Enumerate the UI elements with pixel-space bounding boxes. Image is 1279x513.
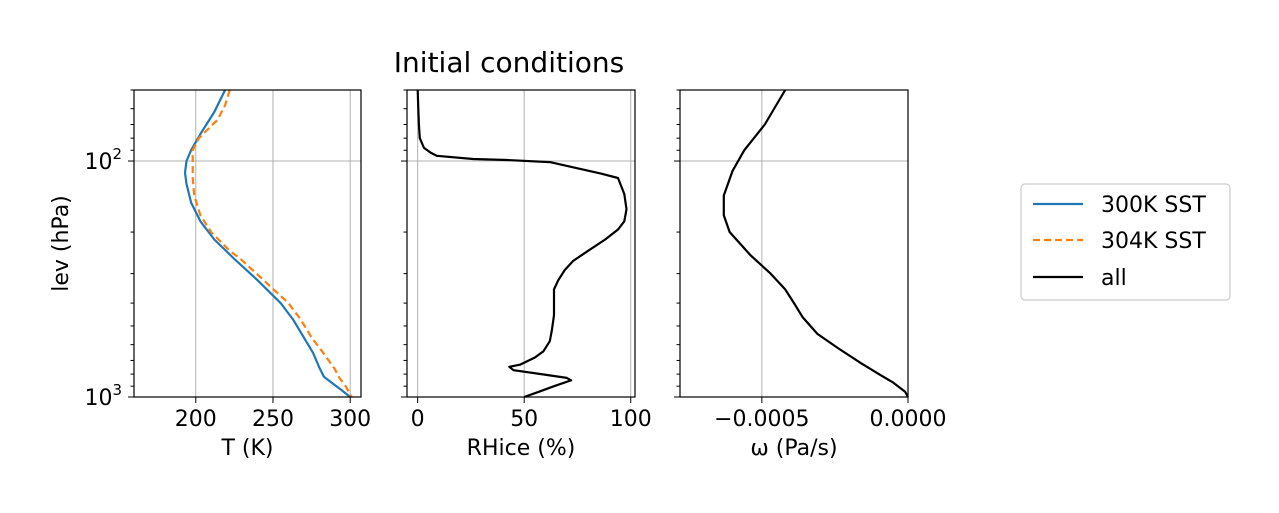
y-tick-label-base: 10: [84, 386, 112, 411]
y-tick-label: 102: [84, 145, 122, 175]
x-tick-label: 250: [252, 407, 294, 432]
legend-entry: all: [1033, 266, 1127, 291]
panel-omega: −0.0005 0.0000 ω (Pa/s): [674, 89, 947, 461]
panel-omega-grid: [680, 90, 909, 398]
panel-omega-frame: [679, 89, 909, 398]
panel-omega-series: [722, 89, 909, 398]
x-tick-label: 200: [175, 407, 217, 432]
panel-rhice-ticks: 0 50 100: [401, 89, 652, 432]
y-axis-label: lev (hPa): [49, 195, 74, 292]
legend-entry: 304K SST: [1033, 229, 1206, 254]
panel-temperature-grid: [134, 90, 361, 398]
panel-temperature-frame: [133, 89, 362, 398]
y-tick-label-base: 10: [84, 150, 112, 175]
x-tick-label: 0: [411, 407, 425, 432]
x-tick-label: 100: [610, 407, 652, 432]
x-axis-label: ω (Pa/s): [750, 436, 837, 461]
x-tick-label: 50: [510, 407, 538, 432]
series-line: [722, 89, 909, 398]
series-line: [416, 89, 628, 399]
legend-label: all: [1101, 266, 1127, 291]
x-tick-label: 300: [329, 407, 371, 432]
panel-rhice-frame: [406, 89, 636, 398]
legend-label: 300K SST: [1101, 193, 1206, 218]
x-tick-label: 0.0000: [870, 407, 947, 432]
y-tick-label-exponent: 2: [112, 145, 122, 163]
series-line: [183, 89, 351, 398]
legend-label: 304K SST: [1101, 229, 1206, 254]
y-tick-label-exponent: 3: [112, 381, 122, 399]
panel-rhice: 0 50 100 RHice (%): [401, 89, 652, 461]
legend-entry: 300K SST: [1033, 193, 1206, 218]
panel-rhice-series: [416, 89, 628, 399]
legend-frame: [1020, 183, 1231, 301]
chart-title: Initial conditions: [394, 46, 624, 79]
legend: 300K SST 304K SST all: [1020, 183, 1231, 301]
panel-temperature-series: [183, 89, 353, 398]
panel-omega-ticks: −0.0005 0.0000: [674, 89, 947, 432]
y-tick-label: 103: [84, 381, 122, 411]
x-axis-label: RHice (%): [467, 436, 576, 461]
x-tick-label: −0.0005: [714, 407, 809, 432]
x-axis-label: T (K): [220, 436, 273, 461]
series-line: [191, 89, 353, 398]
